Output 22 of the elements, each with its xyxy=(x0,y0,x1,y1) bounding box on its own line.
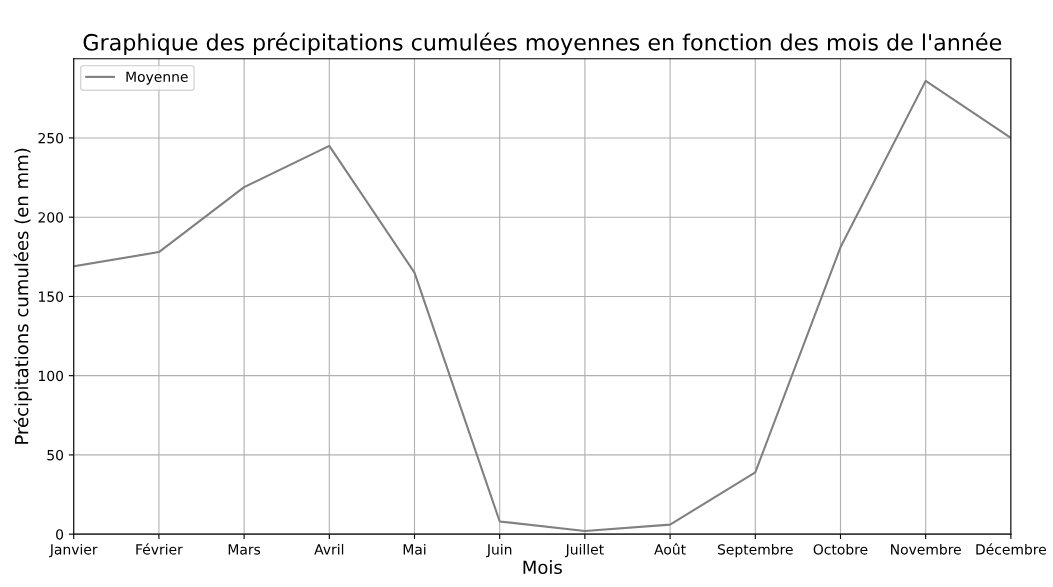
x-tick-label: Juillet xyxy=(564,543,604,558)
x-tick-label: Avril xyxy=(314,543,344,555)
x-tick-label: Juin xyxy=(486,543,512,558)
x-tick-label: Mars xyxy=(228,544,261,555)
x-tick-label: Décembre xyxy=(976,543,1046,555)
x-tick-label: Février xyxy=(136,543,183,555)
y-axis-title: Précipitations cumulées (en mm) xyxy=(13,148,32,444)
y-tick-label: 50 xyxy=(47,449,64,461)
x-tick-label: Novembre xyxy=(891,543,961,555)
legend-label: Moyenne xyxy=(126,71,188,85)
x-tick-label: Octobre xyxy=(813,543,868,555)
y-tick-label: 100 xyxy=(39,370,64,382)
y-tick-label: 150 xyxy=(39,291,64,302)
x-tick-label: Mai xyxy=(403,543,426,555)
chart-title: Graphique des précipitations cumulées moyennes en fonction des mois de l'année xyxy=(83,32,1002,55)
x-tick-label: Septembre xyxy=(717,543,793,558)
x-tick-label: Janvier xyxy=(49,543,98,558)
x-axis-title: Mois xyxy=(523,560,562,575)
y-tick-label: 250 xyxy=(38,132,64,144)
x-tick-label: Août xyxy=(654,543,686,555)
y-tick-label: 0 xyxy=(56,529,64,540)
y-tick-label: 200 xyxy=(38,212,64,223)
